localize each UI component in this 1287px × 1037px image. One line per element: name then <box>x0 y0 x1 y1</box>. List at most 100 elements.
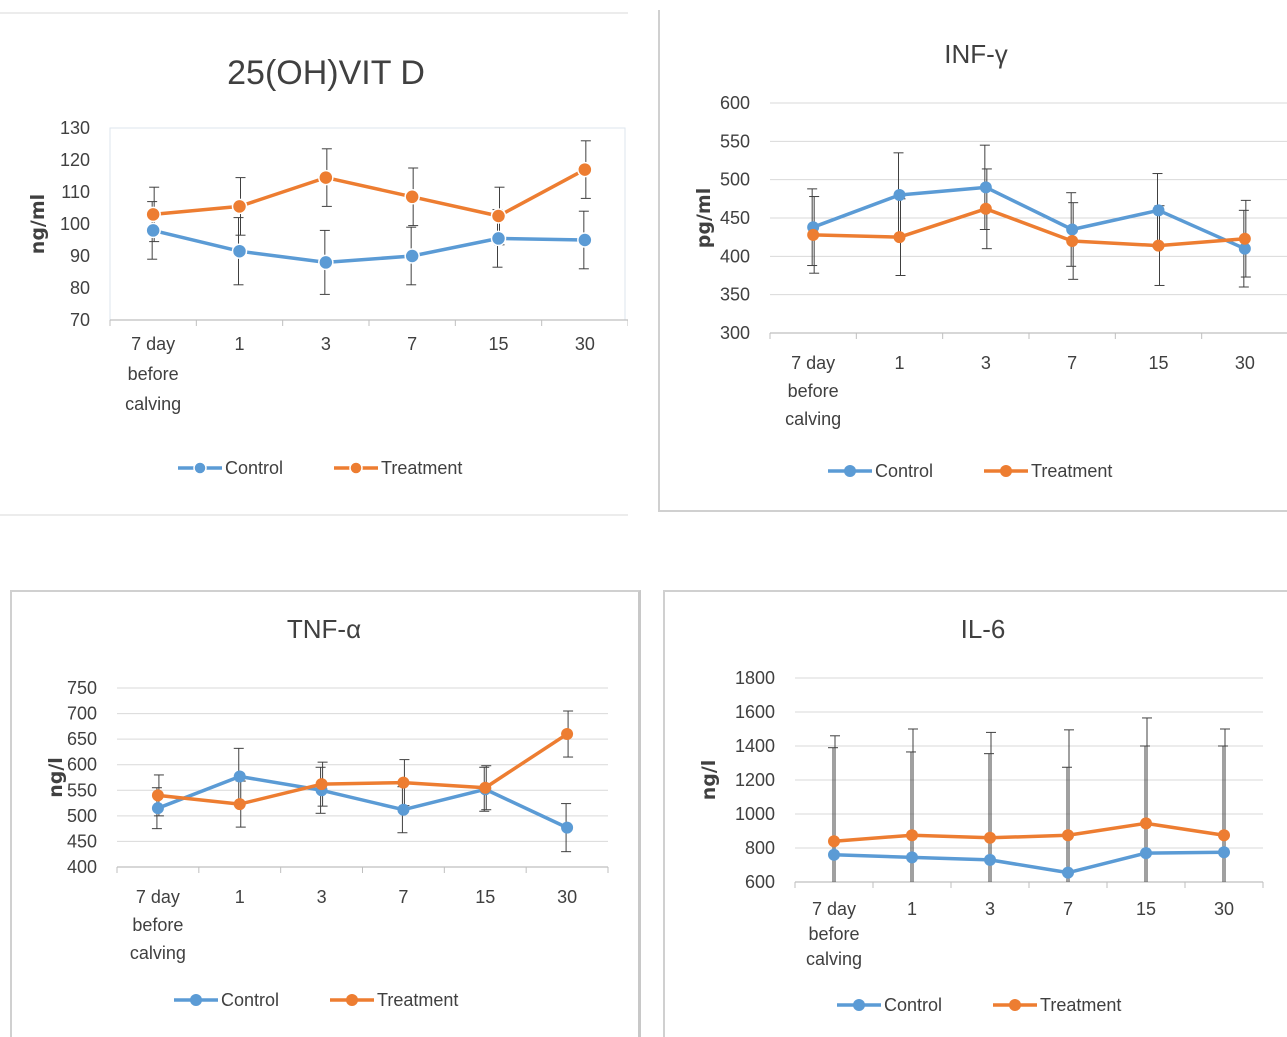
y-tick-label: 80 <box>70 278 90 298</box>
legend-label-control: Control <box>225 458 283 478</box>
chart-tnfa: 400 450 500 550 600 650 700 750 7 day before calvi… <box>45 614 609 1010</box>
data-point-treatment <box>577 161 593 178</box>
y-tick-label: 600 <box>67 755 97 775</box>
data-point-treatment <box>397 776 410 789</box>
series-line-treatment <box>813 207 1245 248</box>
data-point-treatment <box>906 829 918 842</box>
chart-panel-infg: 300 350 400 450 500 550 600 7 day before calving 1… <box>658 10 1287 512</box>
y-tick-label: 130 <box>60 118 90 138</box>
data-point-treatment <box>1062 829 1074 842</box>
y-tick-label: 90 <box>70 246 90 266</box>
chart-title: IL-6 <box>961 614 1006 644</box>
chart-panel-vitd: 70 80 90 100 110 120 130 7 day before calving 1 3 7 1… <box>0 12 628 516</box>
x-tick-label: 3 <box>321 334 331 354</box>
data-point-control <box>893 189 906 201</box>
y-tick-label: 550 <box>67 780 97 800</box>
data-point-treatment <box>404 189 420 205</box>
y-tick-label: 1200 <box>735 770 775 790</box>
x-tick-label: 7 day <box>131 334 175 354</box>
legend-label-treatment: Treatment <box>377 990 458 1010</box>
y-tick-label: 400 <box>67 857 97 877</box>
chart-panel-tnfa: 400 450 500 550 600 650 700 750 7 day before calvi… <box>10 590 641 1037</box>
chart-title: INF-γ <box>944 39 1008 69</box>
x-tick-label: 30 <box>575 334 595 354</box>
data-point-treatment <box>1218 829 1230 842</box>
y-tick-label: 700 <box>67 704 97 724</box>
y-tick-label: 650 <box>67 729 97 749</box>
x-tick-label: 3 <box>981 353 991 373</box>
y-tick-label: 110 <box>61 182 90 202</box>
x-tick-label: calving <box>125 394 181 414</box>
x-tick-label: 7 day <box>136 887 180 907</box>
x-tick-label: 30 <box>1235 353 1255 373</box>
legend-label-treatment: Treatment <box>1031 461 1112 481</box>
data-point-control <box>1066 223 1079 236</box>
data-point-treatment <box>318 169 334 186</box>
y-axis-label: pg/ml <box>693 188 715 248</box>
x-tick-label: 1 <box>907 899 917 919</box>
data-point-control <box>828 848 840 861</box>
data-point-control <box>1238 242 1251 255</box>
data-point-treatment <box>151 789 164 802</box>
series-line-treatment <box>833 821 1225 843</box>
x-tick-label: before <box>788 381 839 401</box>
y-tick-label: 1400 <box>735 736 775 756</box>
y-tick-label: 400 <box>720 246 750 266</box>
x-tick-label: 15 <box>475 887 495 907</box>
y-tick-label: 100 <box>60 214 90 234</box>
series-line-treatment <box>153 168 586 218</box>
legend-marker-control <box>190 994 202 1006</box>
x-tick-label: before <box>128 364 179 384</box>
data-point-treatment <box>828 835 840 848</box>
legend-marker-control <box>844 465 856 477</box>
x-tick-label: 7 day <box>791 353 835 373</box>
x-tick-label: 15 <box>1136 899 1156 919</box>
data-point-treatment <box>1238 232 1251 245</box>
y-tick-label: 450 <box>67 831 97 851</box>
data-point-treatment <box>145 206 161 223</box>
plot-area-border <box>109 127 626 321</box>
data-point-control <box>145 222 161 239</box>
x-tick-label: 15 <box>488 334 508 354</box>
data-point-control <box>490 230 507 247</box>
y-tick-label: 750 <box>67 678 97 698</box>
data-point-control <box>1152 204 1165 217</box>
data-point-treatment <box>479 781 492 794</box>
x-tick-label: calving <box>130 943 186 963</box>
x-tick-label: 30 <box>1214 899 1234 919</box>
legend-marker-treatment <box>349 461 363 475</box>
x-tick-label: calving <box>806 949 862 969</box>
legend-label-treatment: Treatment <box>1040 995 1121 1015</box>
y-tick-label: 550 <box>720 131 750 151</box>
x-tick-label: 3 <box>317 887 327 907</box>
legend-label-control: Control <box>875 461 933 481</box>
data-point-control <box>318 254 334 271</box>
y-tick-label: 300 <box>720 323 750 343</box>
x-tick-label: before <box>808 924 859 944</box>
data-point-treatment <box>984 831 996 844</box>
data-point-control <box>233 770 246 783</box>
data-point-control <box>404 248 420 264</box>
data-point-treatment <box>979 202 992 215</box>
data-point-treatment <box>1152 239 1165 252</box>
data-point-treatment <box>807 228 820 241</box>
data-point-control <box>397 803 410 816</box>
y-axis-label: ng/l <box>698 760 720 801</box>
data-point-control <box>979 181 992 194</box>
data-point-control <box>1062 866 1074 879</box>
x-tick-label: 1 <box>235 887 245 907</box>
series-line-control <box>833 850 1225 875</box>
x-tick-label: 7 <box>398 887 408 907</box>
x-tick-label: 7 day <box>812 899 856 919</box>
legend-label-treatment: Treatment <box>381 458 462 478</box>
data-point-treatment <box>561 728 574 741</box>
y-tick-label: 500 <box>720 170 750 190</box>
series-line-control <box>157 774 568 830</box>
data-point-treatment <box>315 778 328 791</box>
data-point-treatment <box>1066 235 1079 247</box>
data-point-control <box>577 232 593 248</box>
x-tick-label: 1 <box>894 353 904 373</box>
series-line-control <box>152 228 585 265</box>
series-line-treatment <box>157 732 569 806</box>
